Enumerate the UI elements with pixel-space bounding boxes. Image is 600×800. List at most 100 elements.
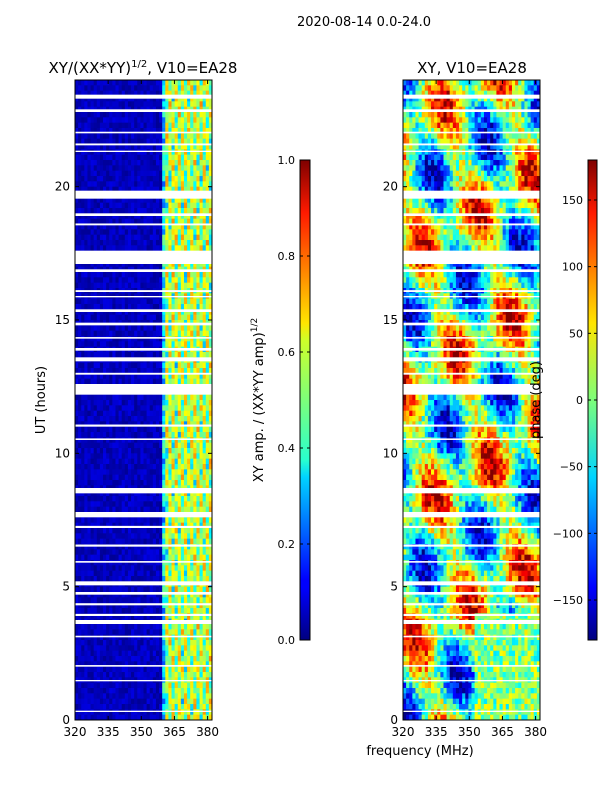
left-heatmap-cell bbox=[205, 624, 210, 630]
left-heatmap-cell bbox=[202, 634, 207, 641]
left-heatmap-cell bbox=[115, 352, 119, 358]
left-heatmap-cell bbox=[106, 298, 110, 305]
left-heatmap-cell bbox=[196, 501, 200, 508]
left-heatmap-cell bbox=[155, 282, 160, 289]
left-heatmap-cell bbox=[124, 304, 129, 310]
left-heatmap-cell bbox=[115, 453, 119, 460]
left-heatmap-cell bbox=[115, 224, 119, 230]
left-heatmap-cell bbox=[99, 101, 104, 108]
left-heatmap-cell bbox=[155, 442, 160, 449]
left-heatmap-cell bbox=[171, 368, 176, 374]
left-heatmap-cell bbox=[84, 506, 88, 513]
left-heatmap-cell bbox=[183, 586, 188, 593]
left-heatmap-cell bbox=[149, 362, 154, 369]
left-heatmap-cell bbox=[168, 672, 172, 678]
left-heatmap-cell bbox=[127, 181, 132, 188]
left-heatmap-cell bbox=[149, 277, 154, 284]
left-heatmap-cell bbox=[199, 448, 204, 454]
left-heatmap-cell bbox=[140, 560, 144, 566]
left-heatmap-cell bbox=[99, 592, 104, 598]
left-heatmap-cell bbox=[131, 128, 135, 134]
left-heatmap-cell bbox=[143, 80, 148, 86]
left-heatmap-cell bbox=[155, 325, 160, 332]
left-heatmap-cell bbox=[118, 341, 123, 348]
left-heatmap-cell bbox=[205, 640, 210, 646]
left-heatmap-cell bbox=[168, 176, 172, 182]
left-heatmap-cell bbox=[208, 330, 213, 337]
left-heatmap-cell bbox=[152, 586, 157, 593]
left-heatmap-cell bbox=[168, 416, 172, 422]
left-heatmap-cell bbox=[174, 154, 179, 161]
left-heatmap-cell bbox=[208, 640, 213, 646]
left-heatmap-cell bbox=[202, 464, 207, 470]
left-heatmap-cell bbox=[106, 352, 110, 358]
left-heatmap-cell bbox=[202, 549, 207, 556]
left-heatmap-cell bbox=[109, 480, 113, 486]
left-heatmap-cell bbox=[159, 304, 163, 310]
left-heatmap-cell bbox=[84, 565, 88, 572]
left-heatmap-cell bbox=[99, 421, 104, 428]
left-heatmap-cell bbox=[155, 538, 160, 545]
left-heatmap-cell bbox=[90, 522, 95, 529]
left-heatmap-cell bbox=[187, 96, 191, 102]
left-heatmap-cell bbox=[93, 186, 98, 193]
left-heatmap-cell bbox=[180, 400, 185, 406]
left-heatmap-cell bbox=[171, 208, 176, 214]
left-heatmap-cell bbox=[134, 656, 138, 662]
left-heatmap-cell bbox=[121, 314, 126, 321]
left-heatmap-cell bbox=[155, 426, 160, 433]
left-heatmap-cell bbox=[146, 672, 151, 678]
left-heatmap-cell bbox=[81, 666, 85, 673]
left-heatmap-cell bbox=[87, 304, 91, 310]
left-heatmap-cell bbox=[174, 656, 179, 662]
left-heatmap-cell bbox=[103, 144, 107, 150]
left-heatmap-cell bbox=[208, 138, 213, 145]
left-heatmap-cell bbox=[208, 458, 213, 465]
left-heatmap-cell bbox=[87, 96, 91, 102]
left-heatmap-cell bbox=[177, 112, 182, 118]
left-heatmap-cell bbox=[180, 592, 185, 598]
left-heatmap-cell bbox=[155, 656, 160, 662]
left-heatmap-cell bbox=[146, 277, 151, 284]
left-heatmap-cell bbox=[168, 298, 172, 305]
left-heatmap-cell bbox=[103, 640, 107, 646]
left-heatmap-cell bbox=[171, 234, 176, 241]
left-heatmap-cell bbox=[193, 176, 197, 182]
left-heatmap-cell bbox=[106, 576, 110, 582]
left-heatmap-cell bbox=[183, 336, 188, 342]
left-heatmap-cell bbox=[196, 336, 200, 342]
left-heatmap-cell bbox=[165, 501, 169, 508]
left-heatmap-cell bbox=[159, 522, 163, 529]
left-heatmap-cell bbox=[177, 490, 182, 497]
left-heatmap-cell bbox=[165, 112, 169, 118]
left-heatmap-cell bbox=[187, 394, 191, 401]
left-heatmap-cell bbox=[140, 496, 144, 502]
left-heatmap-cell bbox=[183, 597, 188, 604]
left-heatmap-cell bbox=[87, 629, 91, 636]
left-heatmap-cell bbox=[115, 405, 119, 412]
left-heatmap-cell bbox=[118, 128, 123, 134]
left-heatmap-cell bbox=[202, 373, 207, 380]
left-heatmap-cell bbox=[99, 336, 104, 342]
left-heatmap-cell bbox=[99, 394, 104, 401]
left-heatmap-cell bbox=[90, 186, 95, 193]
left-heatmap-cell bbox=[124, 597, 129, 604]
left-heatmap-cell bbox=[171, 362, 176, 369]
left-heatmap-cell bbox=[93, 352, 98, 358]
left-heatmap-cell bbox=[149, 96, 154, 102]
left-heatmap-cell bbox=[208, 565, 213, 572]
left-heatmap-cell bbox=[171, 522, 176, 529]
left-heatmap-cell bbox=[134, 128, 138, 134]
left-heatmap-cell bbox=[171, 576, 176, 582]
left-heatmap-cell bbox=[159, 528, 163, 534]
left-heatmap-cell bbox=[78, 336, 82, 342]
left-heatmap-cell bbox=[112, 672, 116, 678]
left-heatmap-cell bbox=[149, 224, 154, 230]
left-heatmap-cell bbox=[174, 298, 179, 305]
left-heatmap-cell bbox=[106, 624, 110, 630]
left-heatmap-cell bbox=[177, 218, 182, 225]
left-heatmap-cell bbox=[99, 208, 104, 214]
left-heatmap-cell bbox=[96, 176, 101, 182]
left-heatmap-cell bbox=[118, 261, 123, 268]
left-heatmap-cell bbox=[193, 101, 197, 108]
